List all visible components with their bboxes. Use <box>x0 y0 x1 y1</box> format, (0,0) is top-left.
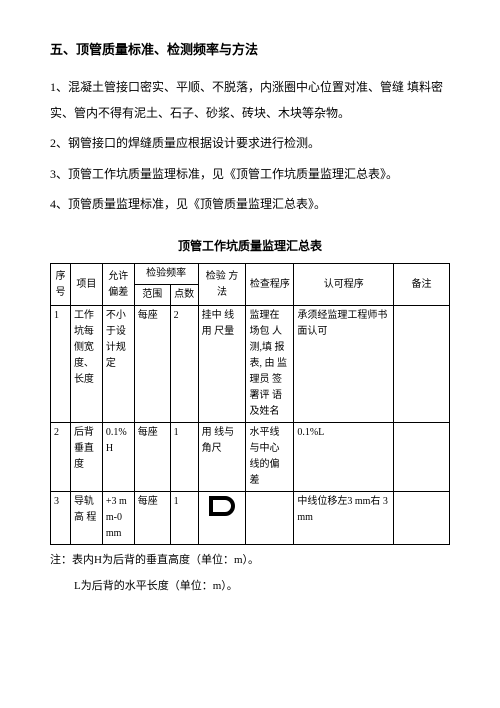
th-item: 项目 <box>70 264 102 306</box>
cell-seq: 2 <box>51 423 71 492</box>
cell-approve: 0.1%L <box>294 423 394 492</box>
th-seq: 序号 <box>51 264 71 306</box>
cell-proc: 水平线 与中心 线的偏 差 <box>246 423 294 492</box>
cell-scope: 每座 <box>134 306 170 423</box>
cell-remark <box>394 306 450 423</box>
th-method: 检验 方法 <box>198 264 246 306</box>
paragraph-2: 2、钢管接口的焊缝质量应根据设计要求进行检测。 <box>50 130 450 156</box>
cell-deviation: 不小于设计规定 <box>102 306 134 423</box>
cell-deviation: 0.1%H <box>102 423 134 492</box>
th-proc: 检查程序 <box>246 264 294 306</box>
cell-remark <box>394 423 450 492</box>
table-title: 顶管工作坑质量监理汇总表 <box>50 237 450 255</box>
cell-item: 工作坑每侧宽度、长度 <box>70 306 102 423</box>
table-row: 3 导轨高 程 +3 mm-0 mm 每座 1 中线位移左3 mm右 3 mm <box>51 492 450 545</box>
cell-proc: 监理在 场包 人测,填 报表, 由 监理员 签署评 语及姓名 <box>246 306 294 423</box>
th-remark: 备注 <box>394 264 450 306</box>
table-header-row-1: 序号 项目 允许偏差 检验频率 检验 方法 检查程序 认可程序 备注 <box>51 264 450 285</box>
note-line-2: L为后背的水平长度（单位：m）。 <box>50 577 450 597</box>
th-scope: 范围 <box>134 285 170 306</box>
summary-table: 序号 项目 允许偏差 检验频率 检验 方法 检查程序 认可程序 备注 范围 点数… <box>50 263 450 545</box>
th-freq: 检验频率 <box>134 264 198 285</box>
th-points: 点数 <box>170 285 198 306</box>
cell-points: 1 <box>170 492 198 545</box>
note-line-1: 注：表内H为后背的垂直高度（单位：m）。 <box>50 551 450 571</box>
cell-item: 导轨高 程 <box>70 492 102 545</box>
paragraph-1: 1、混凝土管接口密实、平顺、不脱落，内涨圈中心位置对准、管缝 填料密实、管内不得… <box>50 74 450 127</box>
cell-method <box>198 492 246 545</box>
cell-deviation: +3 mm-0 mm <box>102 492 134 545</box>
table-row: 1 工作坑每侧宽度、长度 不小于设计规定 每座 2 挂中 线用 尺量 监理在 场… <box>51 306 450 423</box>
paragraph-4: 4、顶管质量监理标准，见《顶管质量监理汇总表》。 <box>50 191 450 217</box>
cell-remark <box>394 492 450 545</box>
cell-points: 2 <box>170 306 198 423</box>
cell-scope: 每座 <box>134 492 170 545</box>
cell-method: 挂中 线用 尺量 <box>198 306 246 423</box>
cell-approve: 中线位移左3 mm右 3 mm <box>294 492 394 545</box>
th-deviation: 允许偏差 <box>102 264 134 306</box>
cell-proc <box>246 492 294 545</box>
cell-seq: 1 <box>51 306 71 423</box>
d-shape-icon <box>209 496 235 516</box>
cell-points: 1 <box>170 423 198 492</box>
section-heading: 五、顶管质量标准、检测频率与方法 <box>50 40 450 60</box>
cell-scope: 每座 <box>134 423 170 492</box>
cell-seq: 3 <box>51 492 71 545</box>
th-approve: 认可程序 <box>294 264 394 306</box>
paragraph-3: 3、顶管工作坑质量监理标准，见《顶管工作坑质量监理汇总表》。 <box>50 161 450 187</box>
table-row: 2 后背垂直度 0.1%H 每座 1 用 线与 角尺 水平线 与中心 线的偏 差… <box>51 423 450 492</box>
cell-item: 后背垂直度 <box>70 423 102 492</box>
cell-approve: 承须经监理工程师书面认可 <box>294 306 394 423</box>
cell-method: 用 线与 角尺 <box>198 423 246 492</box>
